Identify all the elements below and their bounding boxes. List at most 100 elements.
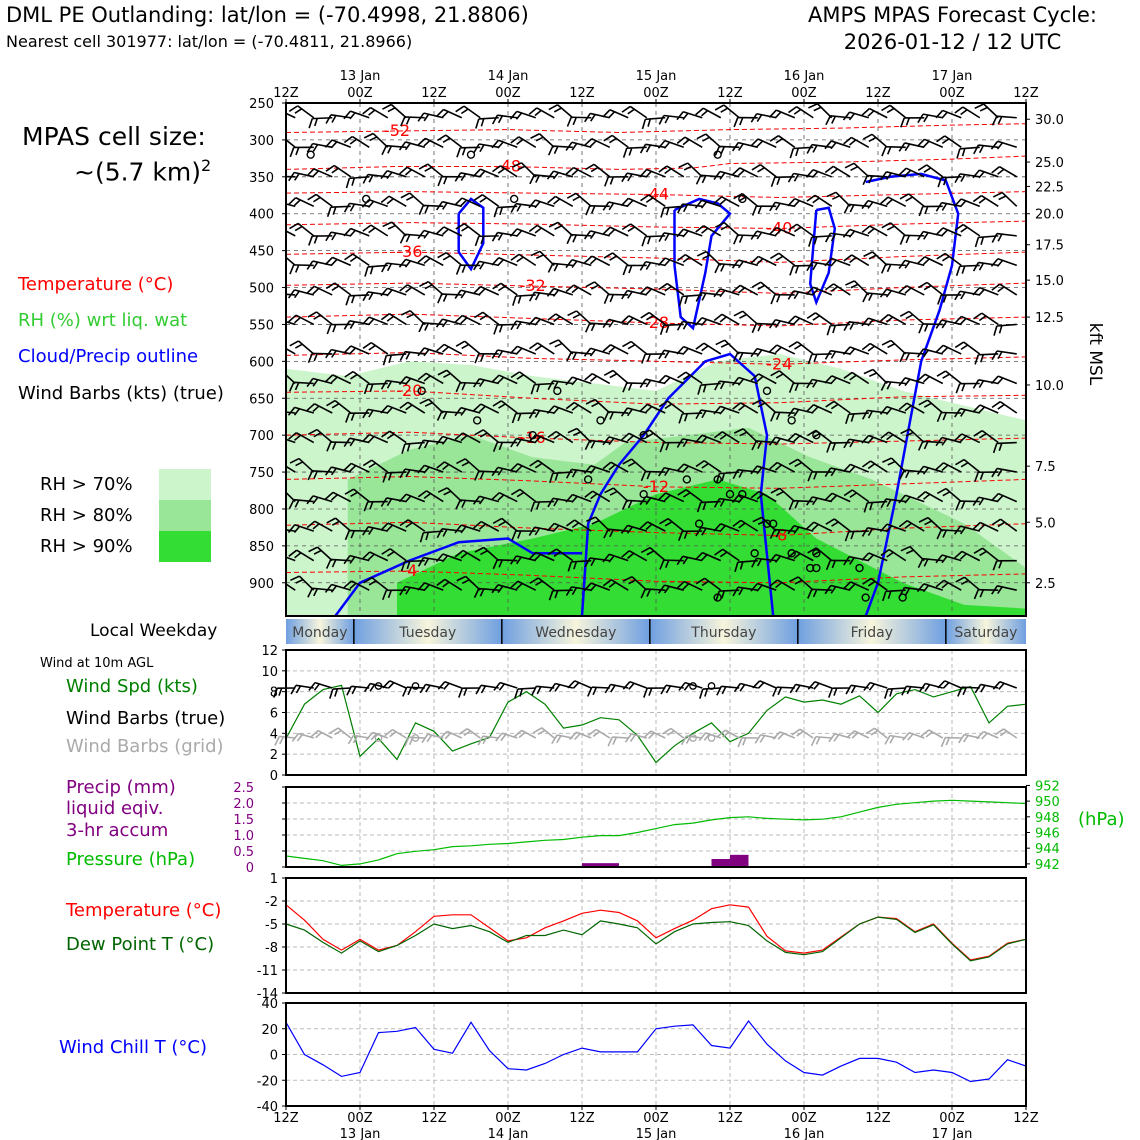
temperature-panel: 1-2-5-8-11-14 <box>257 872 1027 1002</box>
wind-barb <box>400 309 426 326</box>
wind-barb-staff <box>535 316 555 326</box>
wind-barb <box>565 284 592 296</box>
wind-barb-staff <box>294 171 314 178</box>
wind-barb-staff <box>462 549 481 562</box>
wind-barb-feather <box>849 492 857 498</box>
wind-barb-feather <box>308 118 314 129</box>
wind-barb-feather <box>549 339 559 345</box>
wind-barb-feather <box>294 225 303 232</box>
wind-barb-feather <box>461 226 469 232</box>
wind-barb <box>547 548 574 562</box>
wind-barb-feather <box>639 286 648 295</box>
wind-barb-feather <box>751 323 758 334</box>
wind-barb-feather <box>793 526 800 535</box>
wind-barb-feather <box>306 520 316 529</box>
wind-barb <box>696 133 722 148</box>
wind-barb-staff <box>351 580 370 591</box>
wind-barb-feather <box>695 409 702 420</box>
wind-barb-feather <box>441 319 448 328</box>
bottom-date-label: 17 Jan <box>932 1127 973 1140</box>
wind-barbs-grid-label: Wind Barbs (grid) <box>66 736 224 757</box>
wind-barb <box>658 466 684 477</box>
wind-barb-feather <box>904 378 911 387</box>
wind-barb-feather <box>534 410 541 418</box>
wind-barb-feather <box>639 261 647 271</box>
panel-frame <box>285 877 1027 994</box>
wind-barb-feather <box>991 283 1001 291</box>
wind-barb-feather <box>608 320 615 328</box>
wind-barb-feather <box>571 469 578 478</box>
wind-barb-staff <box>776 344 796 355</box>
wind-barb-feather <box>407 687 412 696</box>
wind-barb-feather <box>363 683 371 693</box>
wind-barb-feather <box>276 464 282 469</box>
wind-barb-staff <box>683 463 703 473</box>
wind-barb-feather <box>830 468 837 477</box>
wind-barb-feather <box>973 589 979 600</box>
wind-barb-feather <box>676 463 685 472</box>
wind-barb-staff <box>1000 518 1018 532</box>
wind-barb-feather <box>774 320 781 328</box>
wind-barb-staff <box>759 680 777 689</box>
weekday-segment <box>286 619 354 644</box>
wind-barb-staff <box>498 139 518 149</box>
wind-barb-feather <box>902 732 910 741</box>
wind-barb <box>696 250 722 266</box>
wind-barb <box>454 432 481 444</box>
wind-barb-feather <box>791 728 801 736</box>
wind-barb-feather <box>923 284 932 291</box>
wind-barb-feather <box>436 461 446 469</box>
wind-barb-feather <box>752 399 762 406</box>
wind-barb-feather <box>641 236 647 247</box>
wind-barb-staff <box>887 687 906 690</box>
wind-barb-staff <box>444 680 463 689</box>
wind-barb-staff <box>386 262 407 267</box>
wind-barb-feather <box>565 166 575 175</box>
wind-barb-feather <box>325 559 332 569</box>
wind-barb <box>805 286 833 296</box>
wind-barb <box>584 372 611 385</box>
wind-barb-feather <box>917 373 926 382</box>
wind-barb-feather <box>363 384 369 395</box>
wind-barb-staff <box>666 282 685 296</box>
pressure-unit-label: (hPa) <box>1078 809 1125 830</box>
wind-barb-feather <box>750 113 758 123</box>
calm-wind-marker <box>787 549 796 558</box>
wind-barb-staff <box>369 433 389 444</box>
wind-barb-feather <box>278 687 283 696</box>
wind-barb-feather <box>992 443 998 454</box>
wind-barb-staff <box>631 576 648 591</box>
wind-barb-staff <box>722 548 740 562</box>
wind-barb <box>286 411 296 414</box>
wind-barb-feather <box>474 546 485 553</box>
wind-barb-staff <box>945 370 962 385</box>
wind-barb-staff <box>594 516 611 532</box>
wind-barb-feather <box>750 582 759 592</box>
wind-barb-feather <box>849 139 857 146</box>
wind-barb-feather <box>492 517 503 525</box>
wind-barb-feather <box>293 525 301 534</box>
wind-barb-feather <box>678 682 686 691</box>
wind-barb-staff <box>742 310 759 326</box>
wind-barb-staff <box>312 377 333 385</box>
wind-barb-feather <box>590 440 596 449</box>
wind-barb-feather <box>713 431 723 439</box>
wind-barb-feather <box>276 203 281 210</box>
wind-barb-staff <box>999 401 1018 414</box>
wind-barb-feather <box>813 106 822 112</box>
wind-barb <box>898 259 925 270</box>
wind-barb-feather <box>980 684 986 693</box>
wind-barb <box>843 489 870 503</box>
wind-barb <box>695 342 722 355</box>
wind-barb-feather <box>473 194 483 201</box>
wind-barb-feather <box>682 347 689 355</box>
wind-barb-feather <box>936 487 947 495</box>
wind-barb-staff <box>684 253 703 267</box>
wind-barb-feather <box>509 580 519 589</box>
wind-barb-feather <box>417 557 425 567</box>
wind-barb-feather <box>343 437 351 448</box>
wind-barb-feather <box>271 529 276 538</box>
wind-barb-staff <box>944 680 962 689</box>
wind-barb <box>621 223 648 237</box>
wind-barb <box>916 583 944 593</box>
